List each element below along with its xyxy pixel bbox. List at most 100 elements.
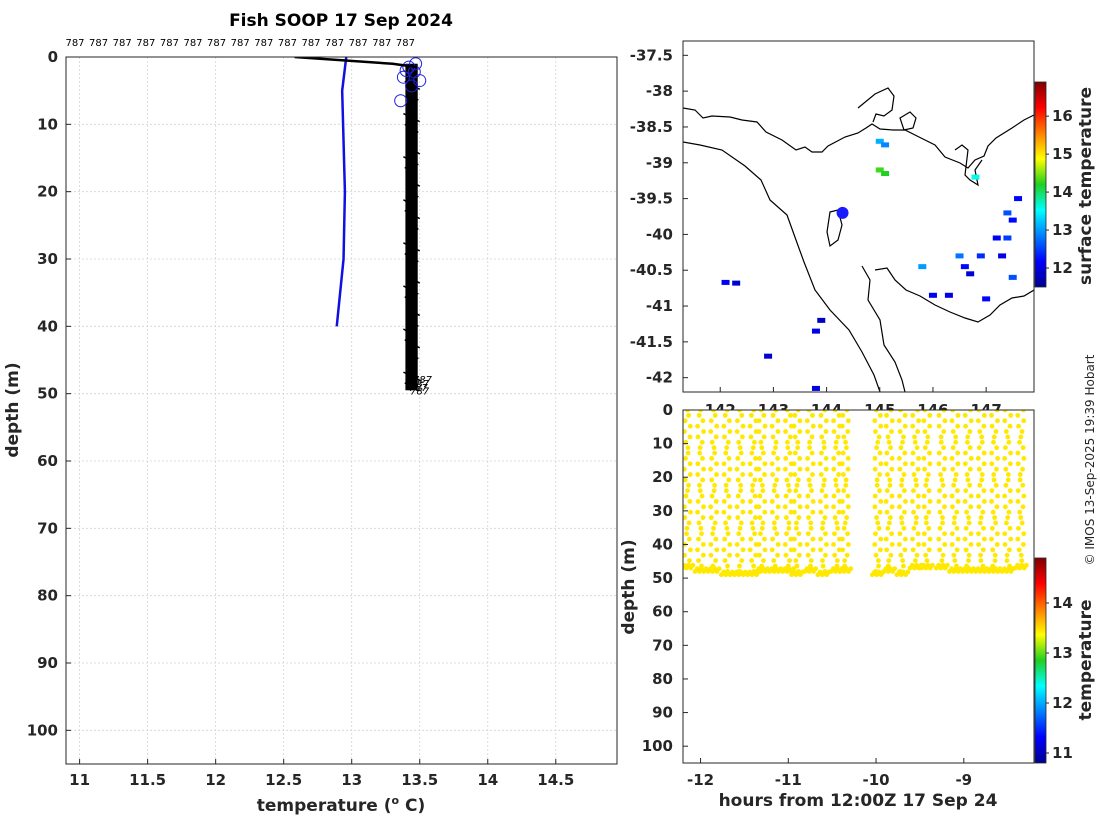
section-sample-point xyxy=(810,412,815,418)
section-sample-point xyxy=(923,482,929,488)
section-sample-point xyxy=(834,520,840,526)
map-sst-cell xyxy=(721,279,730,285)
section-sample-point xyxy=(938,472,943,477)
section-sample-point xyxy=(774,493,780,499)
section-sample-point xyxy=(954,525,960,531)
section-sample-point xyxy=(1015,461,1021,467)
section-sample-point xyxy=(772,482,778,488)
section-sample-point xyxy=(762,536,767,542)
section-sample-point xyxy=(791,566,797,572)
section-sample-point xyxy=(773,439,779,445)
section-sample-point xyxy=(820,563,826,569)
section-colorbar-ticks: 11 12 13 14 xyxy=(1046,594,1073,762)
section-sample-point xyxy=(1008,412,1014,418)
section-sample-point xyxy=(940,482,946,488)
section-panel: -12 -11 -10 -9 0 10 20 30 40 50 60 70 80 90 100 hours… xyxy=(619,401,1096,811)
section-sample-point xyxy=(795,445,801,451)
section-sample-point xyxy=(878,536,884,542)
section-sample-point xyxy=(721,472,727,477)
section-sample-point xyxy=(820,558,825,564)
section-sample-point xyxy=(994,445,1000,451)
section-sample-point xyxy=(1020,466,1025,472)
section-sample-point xyxy=(752,515,758,520)
section-sample-point xyxy=(775,466,781,472)
section-sample-point xyxy=(752,477,758,483)
section-sample-point xyxy=(683,504,687,510)
profile-bottom-id-label: 787 xyxy=(410,379,430,390)
section-sample-point xyxy=(1007,525,1013,531)
section-sample-point xyxy=(786,482,791,488)
section-sample-point xyxy=(886,439,892,445)
section-sample-point xyxy=(994,410,1000,413)
profile-y-tick-label: 100 xyxy=(27,721,58,739)
section-sample-point xyxy=(883,423,889,429)
section-sample-point xyxy=(1007,547,1012,553)
section-sample-point xyxy=(722,536,728,542)
section-sample-point xyxy=(924,520,929,526)
section-sample-point xyxy=(796,531,802,537)
section-sample-point xyxy=(793,488,799,494)
section-y-tick-label: 90 xyxy=(652,704,673,722)
section-sample-point xyxy=(712,482,718,488)
section-sample-point xyxy=(784,531,789,537)
section-sample-point xyxy=(840,547,846,553)
section-sample-point xyxy=(1015,536,1021,542)
profile-x-tick-label: 13.5 xyxy=(401,771,438,789)
section-x-tick-label: -11 xyxy=(775,771,802,789)
map-colorbar-label: surface temperature xyxy=(1076,87,1096,285)
section-sample-point xyxy=(796,493,802,499)
section-sample-point xyxy=(786,520,792,526)
section-sample-point xyxy=(793,525,799,531)
section-sample-point xyxy=(843,482,849,488)
section-sample-point xyxy=(738,488,744,494)
section-sample-point xyxy=(701,466,707,472)
section-sample-point xyxy=(737,445,743,451)
section-sample-point xyxy=(770,536,775,542)
section-sample-point xyxy=(725,531,731,537)
section-sample-point xyxy=(810,509,816,515)
section-sample-point xyxy=(915,410,920,413)
profile-x-tick-label: 14.5 xyxy=(537,771,574,789)
section-sample-point xyxy=(839,461,845,467)
section-sample-point xyxy=(690,562,696,568)
section-sample-point xyxy=(1020,542,1026,547)
section-y-tick-label: 70 xyxy=(652,636,673,654)
section-sample-point xyxy=(796,515,802,520)
profile-top-id-label: 787 xyxy=(254,38,273,49)
section-sample-point xyxy=(966,558,971,564)
section-sample-point xyxy=(842,558,848,564)
section-sample-point xyxy=(845,542,851,547)
section-sample-point xyxy=(975,456,981,461)
section-sample-point xyxy=(708,515,714,520)
section-colorbar xyxy=(1034,557,1047,764)
section-sample-point xyxy=(823,493,829,499)
section-sample-point xyxy=(788,472,794,477)
section-sample-point xyxy=(949,456,955,461)
section-sample-point xyxy=(967,445,973,451)
section-sample-point xyxy=(921,531,927,537)
section-sample-point xyxy=(750,525,756,531)
section-sample-point xyxy=(698,525,704,531)
section-sample-point xyxy=(874,482,880,488)
section-sample-point xyxy=(713,434,719,440)
section-sample-point xyxy=(1016,547,1022,553)
section-sample-point xyxy=(785,439,790,445)
section-sample-point xyxy=(739,412,745,418)
section-sample-point xyxy=(804,504,810,510)
profile-x-tick-label: 14 xyxy=(477,771,498,789)
section-sample-point xyxy=(925,472,931,477)
section-sample-point xyxy=(735,456,741,461)
section-sample-point xyxy=(784,410,790,413)
section-sample-point xyxy=(684,410,690,413)
section-sample-point xyxy=(821,482,827,488)
section-sample-point xyxy=(927,450,932,456)
section-sample-point xyxy=(1019,429,1025,434)
section-sample-point xyxy=(832,552,838,558)
section-sample-point xyxy=(782,466,788,472)
section-sample-point xyxy=(819,434,825,440)
section-sample-point xyxy=(1017,472,1023,477)
section-sample-point xyxy=(976,531,981,537)
profile-logger-trace xyxy=(407,145,421,155)
section-colorbar-tick-label: 13 xyxy=(1052,644,1073,662)
section-sample-point xyxy=(950,466,956,472)
